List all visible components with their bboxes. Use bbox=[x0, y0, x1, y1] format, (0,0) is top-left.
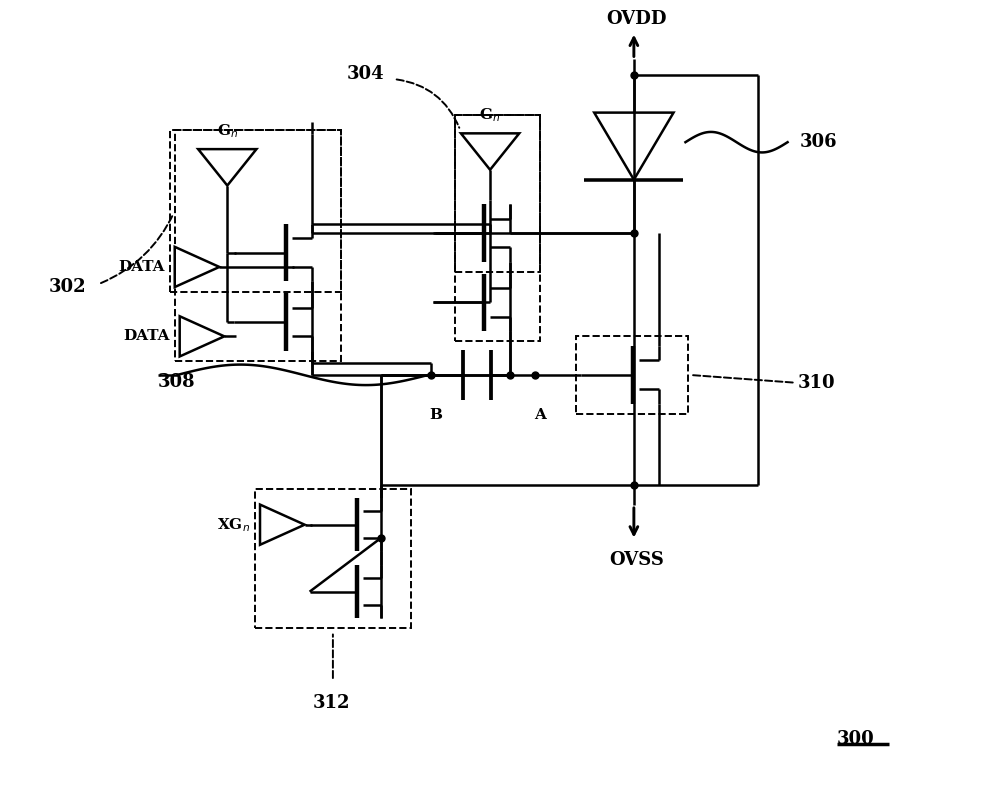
Text: XG$_n$: XG$_n$ bbox=[217, 516, 250, 533]
Text: A: A bbox=[534, 408, 546, 422]
Text: G$_n$: G$_n$ bbox=[217, 122, 238, 139]
Text: DATA: DATA bbox=[123, 329, 170, 344]
Text: G$_n$: G$_n$ bbox=[479, 106, 501, 124]
Text: 306: 306 bbox=[799, 133, 837, 151]
Text: 308: 308 bbox=[158, 373, 196, 391]
Text: 304: 304 bbox=[346, 65, 384, 83]
Text: OVSS: OVSS bbox=[609, 551, 664, 569]
Text: DATA: DATA bbox=[118, 260, 165, 274]
Text: 310: 310 bbox=[798, 374, 835, 392]
Text: OVDD: OVDD bbox=[607, 10, 667, 28]
Text: B: B bbox=[429, 408, 442, 422]
Text: 312: 312 bbox=[313, 694, 350, 713]
Text: 300: 300 bbox=[837, 730, 875, 748]
Text: 302: 302 bbox=[49, 278, 86, 296]
